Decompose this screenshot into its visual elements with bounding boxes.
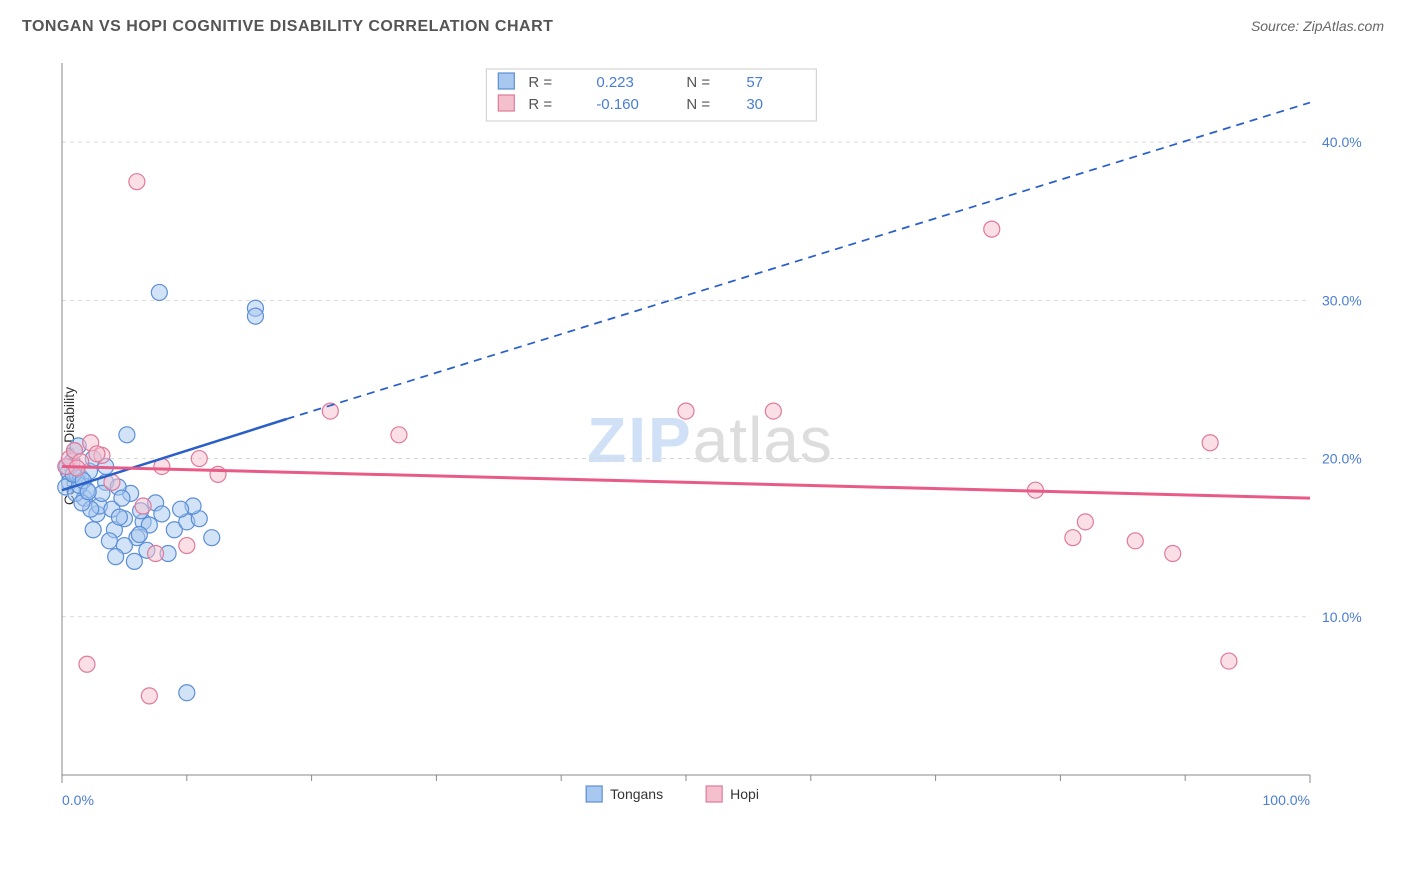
svg-text:20.0%: 20.0%: [1322, 451, 1362, 467]
svg-text:30.0%: 30.0%: [1322, 292, 1362, 308]
scatter-chart: 10.0% 20.0% 30.0% 40.0% 0.0% 100.0% R = 0.223 N …: [50, 55, 1370, 825]
svg-text:-0.160: -0.160: [596, 96, 639, 113]
svg-text:0.0%: 0.0%: [62, 792, 94, 808]
chart-title: TONGAN VS HOPI COGNITIVE DISABILITY CORR…: [22, 18, 553, 36]
svg-text:Hopi: Hopi: [730, 786, 759, 802]
svg-text:Tongans: Tongans: [610, 786, 663, 802]
source-attribution: Source: ZipAtlas.com: [1251, 18, 1384, 34]
svg-text:N =: N =: [686, 96, 710, 113]
svg-text:R =: R =: [528, 74, 552, 91]
svg-text:R =: R =: [528, 96, 552, 113]
svg-text:57: 57: [746, 74, 763, 91]
svg-text:100.0%: 100.0%: [1263, 792, 1310, 808]
svg-text:10.0%: 10.0%: [1322, 609, 1362, 625]
svg-text:30: 30: [746, 96, 763, 113]
svg-text:40.0%: 40.0%: [1322, 134, 1362, 150]
svg-text:N =: N =: [686, 74, 710, 91]
chart-container: ZIPatlas 10.0%20.0%30.0%40.0%0.0%100.0%R…: [50, 55, 1370, 825]
svg-text:0.223: 0.223: [596, 74, 634, 91]
